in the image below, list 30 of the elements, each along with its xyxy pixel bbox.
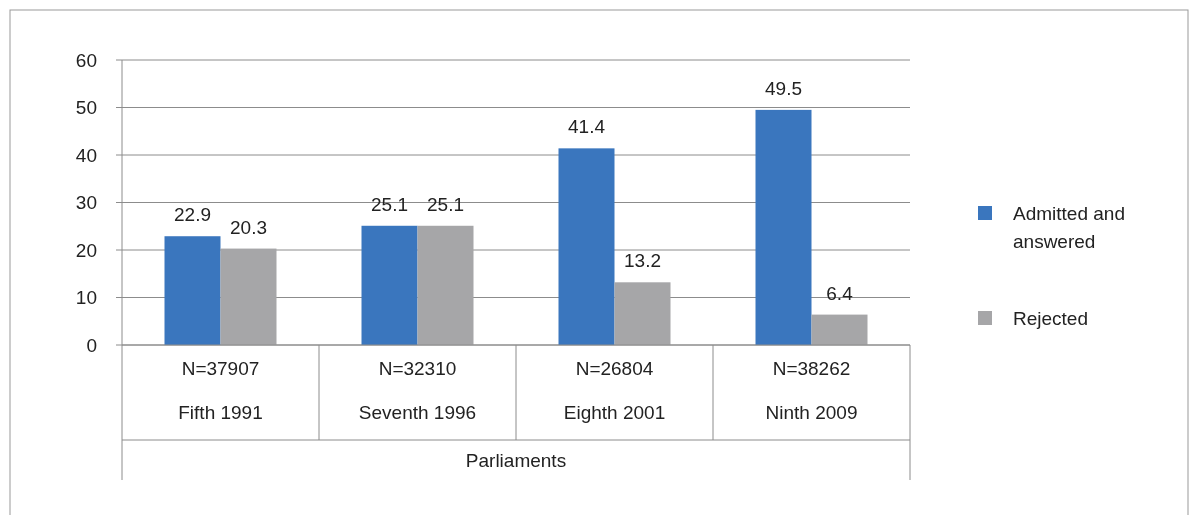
category-label: N=32310 Seventh 1996 xyxy=(358,357,477,423)
data-label: 6.4 xyxy=(826,282,854,304)
bar xyxy=(614,282,671,345)
category-label: N=26804 Eighth 2001 xyxy=(563,357,666,423)
bar xyxy=(417,225,474,345)
y-tick-label: 20 xyxy=(75,239,97,261)
data-label: 41.4 xyxy=(568,116,606,138)
bar xyxy=(811,314,868,345)
bar xyxy=(361,225,418,345)
y-tick-label: 30 xyxy=(75,192,97,214)
data-label: 25.1 xyxy=(371,193,408,215)
y-tick-label: 40 xyxy=(75,144,97,166)
category-label: N=38262 Ninth 2009 xyxy=(765,357,858,423)
y-tick-label: 60 xyxy=(75,49,97,71)
data-label: 22.9 xyxy=(174,204,211,226)
y-tick-label: 0 xyxy=(86,334,97,356)
legend-label: Rejected xyxy=(1013,307,1088,329)
bar xyxy=(558,148,615,345)
bar xyxy=(164,236,221,345)
legend-label: Admitted and answered xyxy=(1013,202,1125,252)
y-tick-label: 50 xyxy=(75,97,97,119)
y-tick-label: 10 xyxy=(75,287,97,309)
category-label: N=37907 Fifth 1991 xyxy=(178,357,263,423)
data-label: 20.3 xyxy=(230,216,267,238)
data-label: 49.5 xyxy=(765,77,802,99)
bar xyxy=(755,109,812,345)
data-label: 25.1 xyxy=(427,193,464,215)
x-axis-title: Parliaments xyxy=(465,449,567,471)
data-label: 13.2 xyxy=(624,250,661,272)
bar xyxy=(220,248,277,345)
